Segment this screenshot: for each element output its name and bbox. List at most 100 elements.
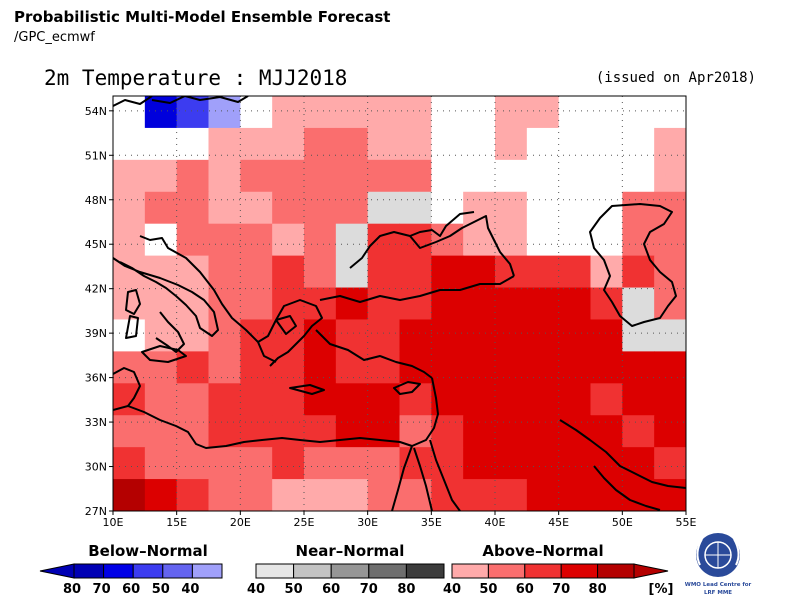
grid-cell xyxy=(144,191,178,225)
coastline-sicily xyxy=(141,345,187,363)
legend-above-normal-arrow xyxy=(633,563,669,579)
grid-cell xyxy=(399,415,432,448)
coastline-black-sea-north xyxy=(349,215,515,277)
grid-cell xyxy=(463,415,496,448)
legend: Below–Normal 80 70 60 50 40 Near–Normal 40 50 60 7… xyxy=(39,542,673,597)
grid-cell xyxy=(240,191,273,225)
grid-cell xyxy=(208,223,241,257)
grid-cell xyxy=(367,351,400,384)
grid-cell xyxy=(176,96,209,129)
grid-cell xyxy=(399,127,432,161)
grid-cell xyxy=(367,415,400,448)
coastline-north-africa xyxy=(113,405,413,449)
coastlines xyxy=(113,96,686,511)
grid-cell xyxy=(431,479,464,511)
grid-cell xyxy=(399,479,432,511)
grid-cell xyxy=(335,223,369,257)
logo-line2: LRF MME xyxy=(704,590,732,596)
grid-cell xyxy=(526,383,560,416)
grid-cell xyxy=(240,447,273,480)
grid-cell xyxy=(335,479,369,511)
coastline-turkey-med xyxy=(315,329,433,379)
grid-cell xyxy=(113,447,146,480)
grid-cell xyxy=(304,191,337,225)
grid-cell xyxy=(463,159,496,193)
grid-cell xyxy=(622,127,655,161)
grid-cell xyxy=(335,159,369,193)
grid-cell xyxy=(335,96,369,129)
grid-cell xyxy=(622,479,655,511)
grid-cell xyxy=(622,223,655,257)
grid-cell xyxy=(463,351,496,384)
grid-cell xyxy=(526,319,560,352)
grid-cell xyxy=(240,159,273,193)
longitude-tick-labels: 10E 15E 20E 25E 30E 35E 40E 45E 50E 55E xyxy=(103,511,697,529)
coastline-cyprus xyxy=(393,381,421,395)
grid-cell xyxy=(431,287,464,320)
grid-cell xyxy=(558,191,591,225)
grid-cell xyxy=(176,127,209,161)
grid-cell xyxy=(558,351,591,384)
grid-cell xyxy=(526,287,560,320)
grid-cell xyxy=(208,159,241,193)
grid-cell xyxy=(304,96,337,129)
legend-near-normal-swatch xyxy=(330,563,370,579)
grid-cell xyxy=(495,415,528,448)
grid-cell xyxy=(240,383,273,416)
grid-cell xyxy=(526,351,560,384)
legend-near-normal-label: 60 xyxy=(322,582,340,597)
grid-cell xyxy=(272,191,305,225)
grid-cell xyxy=(208,383,241,416)
lon-tick-label: 40E xyxy=(485,516,506,529)
grid-cell xyxy=(463,96,496,129)
grid-cell xyxy=(113,479,146,511)
grid-cell xyxy=(272,96,305,129)
grid-cell xyxy=(208,479,241,511)
grid-cell xyxy=(590,415,623,448)
grid-cell xyxy=(590,351,623,384)
grid-cell xyxy=(495,479,528,511)
grid-cell xyxy=(526,415,560,448)
grid-cell xyxy=(495,96,528,129)
legend-above-normal-swatch xyxy=(451,563,489,579)
grid-cell xyxy=(654,223,686,257)
grid-cell xyxy=(144,351,178,384)
lat-tick-label: 30N xyxy=(85,461,107,474)
lat-tick-label: 51N xyxy=(85,149,107,162)
grid-cell xyxy=(367,159,400,193)
grid-cell xyxy=(304,479,337,511)
lon-tick-label: 10E xyxy=(103,516,124,529)
legend-below-normal: Below–Normal 80 70 60 50 40 xyxy=(39,542,223,597)
grid-cell xyxy=(304,351,337,384)
grid-cell xyxy=(622,287,655,320)
grid-cell xyxy=(367,479,400,511)
coastline-levant xyxy=(391,377,439,511)
grid-cell xyxy=(622,191,655,225)
legend-below-normal-swatch xyxy=(191,563,223,579)
grid-cell xyxy=(208,127,241,161)
grid-cell xyxy=(304,319,337,352)
grid-cell xyxy=(240,255,273,289)
legend-above-normal-label: 40 xyxy=(443,582,461,597)
grid-cell xyxy=(590,159,623,193)
legend-above-normal-swatch xyxy=(524,563,562,579)
coastline-tunisia xyxy=(113,367,141,407)
grid-cell xyxy=(144,159,178,193)
lat-tick-label: 39N xyxy=(85,327,107,340)
legend-above-normal-swatch xyxy=(560,563,599,579)
grid-cell xyxy=(208,287,241,320)
grid-cell xyxy=(176,159,209,193)
grid-cell xyxy=(558,383,591,416)
coastline-caspian xyxy=(589,203,677,327)
grid-cell xyxy=(463,319,496,352)
grid-cell xyxy=(495,383,528,416)
grid-cell xyxy=(463,479,496,511)
grid-cell xyxy=(463,447,496,480)
grid-cell xyxy=(495,159,528,193)
coastline-baltic xyxy=(113,96,249,107)
grid-cell xyxy=(558,447,591,480)
legend-near-normal-label: 70 xyxy=(360,582,378,597)
grid-cell xyxy=(463,223,496,257)
grid-cell xyxy=(113,351,146,384)
grid-cell xyxy=(113,223,146,257)
